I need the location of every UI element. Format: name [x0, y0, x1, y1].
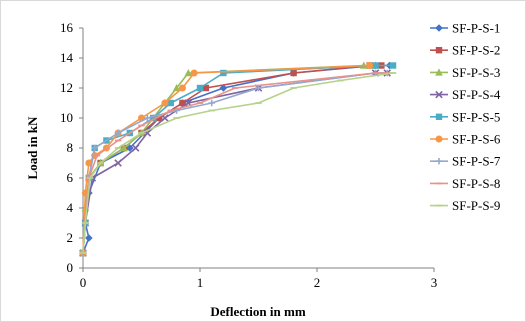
legend-label: SF-P-S-5: [452, 109, 500, 124]
data-point: [85, 159, 93, 167]
data-point: [126, 144, 134, 152]
data-point: [161, 114, 169, 122]
y-tick-label: 14: [60, 50, 74, 65]
legend-item: SF-P-S-2: [430, 43, 500, 58]
y-tick-label: 8: [67, 140, 74, 155]
data-point: [179, 99, 186, 107]
data-point: [290, 69, 297, 77]
data-point: [131, 144, 140, 152]
legend-label: SF-P-S-6: [452, 132, 501, 147]
legend-item: SF-P-S-1: [430, 21, 500, 36]
data-point: [172, 84, 181, 92]
legend-swatch-marker: [435, 47, 443, 54]
data-point: [114, 159, 122, 167]
legend-item: SF-P-S-9: [430, 198, 500, 213]
data-point: [178, 84, 186, 92]
legend-item: SF-P-S-3: [430, 65, 500, 80]
data-point: [155, 114, 163, 122]
data-point: [85, 234, 93, 242]
y-tick-label: 16: [60, 20, 74, 35]
data-point: [372, 62, 379, 69]
legend-label: SF-P-S-3: [452, 65, 500, 80]
data-point: [202, 84, 210, 92]
x-tick-label: 0: [80, 275, 87, 290]
data-point: [184, 69, 193, 77]
legend-swatch-marker: [435, 135, 443, 143]
series-layer: [79, 61, 397, 257]
legend-label: SF-P-S-2: [452, 43, 500, 58]
legend-item: SF-P-S-4: [430, 87, 501, 102]
legend-item: SF-P-S-6: [430, 132, 501, 147]
data-point: [144, 114, 151, 122]
x-tick-label: 1: [197, 275, 204, 290]
legend-label: SF-P-S-7: [452, 154, 501, 169]
y-tick-label: 0: [67, 260, 74, 275]
data-point: [161, 99, 169, 107]
data-point: [366, 62, 374, 69]
data-point: [150, 114, 157, 122]
legend-swatch-marker: [435, 24, 443, 32]
series-line: [82, 72, 394, 254]
legend-swatch-marker: [435, 113, 443, 120]
series-sf-p-s-9: [79, 72, 397, 254]
legend-item: SF-P-S-8: [430, 176, 500, 191]
legend-item: SF-P-S-7: [430, 154, 501, 169]
y-axis-title: Load in kN: [25, 116, 40, 179]
x-tick-label: 3: [431, 275, 438, 290]
data-point: [167, 99, 174, 107]
data-point: [91, 144, 98, 152]
legend-label: SF-P-S-8: [452, 176, 500, 191]
data-point: [190, 69, 198, 77]
y-tick-label: 2: [67, 230, 74, 245]
data-point: [196, 84, 204, 92]
legend-label: SF-P-S-4: [452, 87, 501, 102]
y-tick-label: 12: [60, 80, 73, 95]
data-point: [120, 144, 128, 152]
legend-label: SF-P-S-1: [452, 21, 500, 36]
y-tick-label: 10: [60, 110, 73, 125]
x-tick-label: 2: [314, 275, 321, 290]
data-point: [220, 69, 227, 77]
legend-swatch-marker: [435, 68, 443, 76]
legend-item: SF-P-S-5: [430, 109, 500, 124]
legend-label: SF-P-S-9: [452, 198, 500, 213]
legend-swatch-marker: [435, 158, 443, 165]
x-axis-title: Deflection in mm: [210, 304, 305, 319]
data-point: [114, 129, 122, 137]
legend: SF-P-S-1 SF-P-S-2 SF-P-S-3 SF-P-S-4 SF-P-S-5…: [430, 21, 501, 213]
y-tick-label: 4: [67, 200, 74, 215]
y-tick-label: 6: [67, 170, 74, 185]
data-point: [389, 62, 397, 69]
data-point: [208, 99, 215, 107]
legend-swatch-marker: [435, 90, 443, 99]
